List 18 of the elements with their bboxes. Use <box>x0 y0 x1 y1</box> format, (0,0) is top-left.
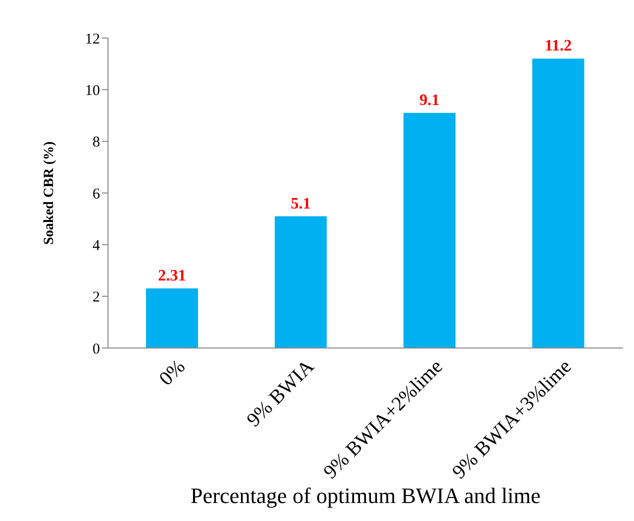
data-label: 9.1 <box>420 92 440 109</box>
y-tick-label: 10 <box>85 82 100 99</box>
y-tick-label: 4 <box>92 238 100 254</box>
data-label: 5.1 <box>290 195 311 212</box>
x-axis-title: Percentage of optimum BWIA and lime <box>190 483 541 508</box>
bar <box>404 112 456 348</box>
bar <box>274 216 327 348</box>
y-tick-label: 0 <box>92 341 100 358</box>
bar <box>532 58 584 348</box>
y-tick-label: 6 <box>92 186 100 202</box>
y-axis-title: Soaked CBR (%) <box>42 140 57 245</box>
data-label: 11.2 <box>544 38 572 55</box>
bar <box>146 288 198 348</box>
y-tick-label: 12 <box>85 31 100 48</box>
x-tick-label: 0% <box>155 356 190 390</box>
y-tick-label: 8 <box>92 134 100 151</box>
y-tick-label: 2 <box>92 290 100 306</box>
data-label: 2.31 <box>158 267 186 284</box>
